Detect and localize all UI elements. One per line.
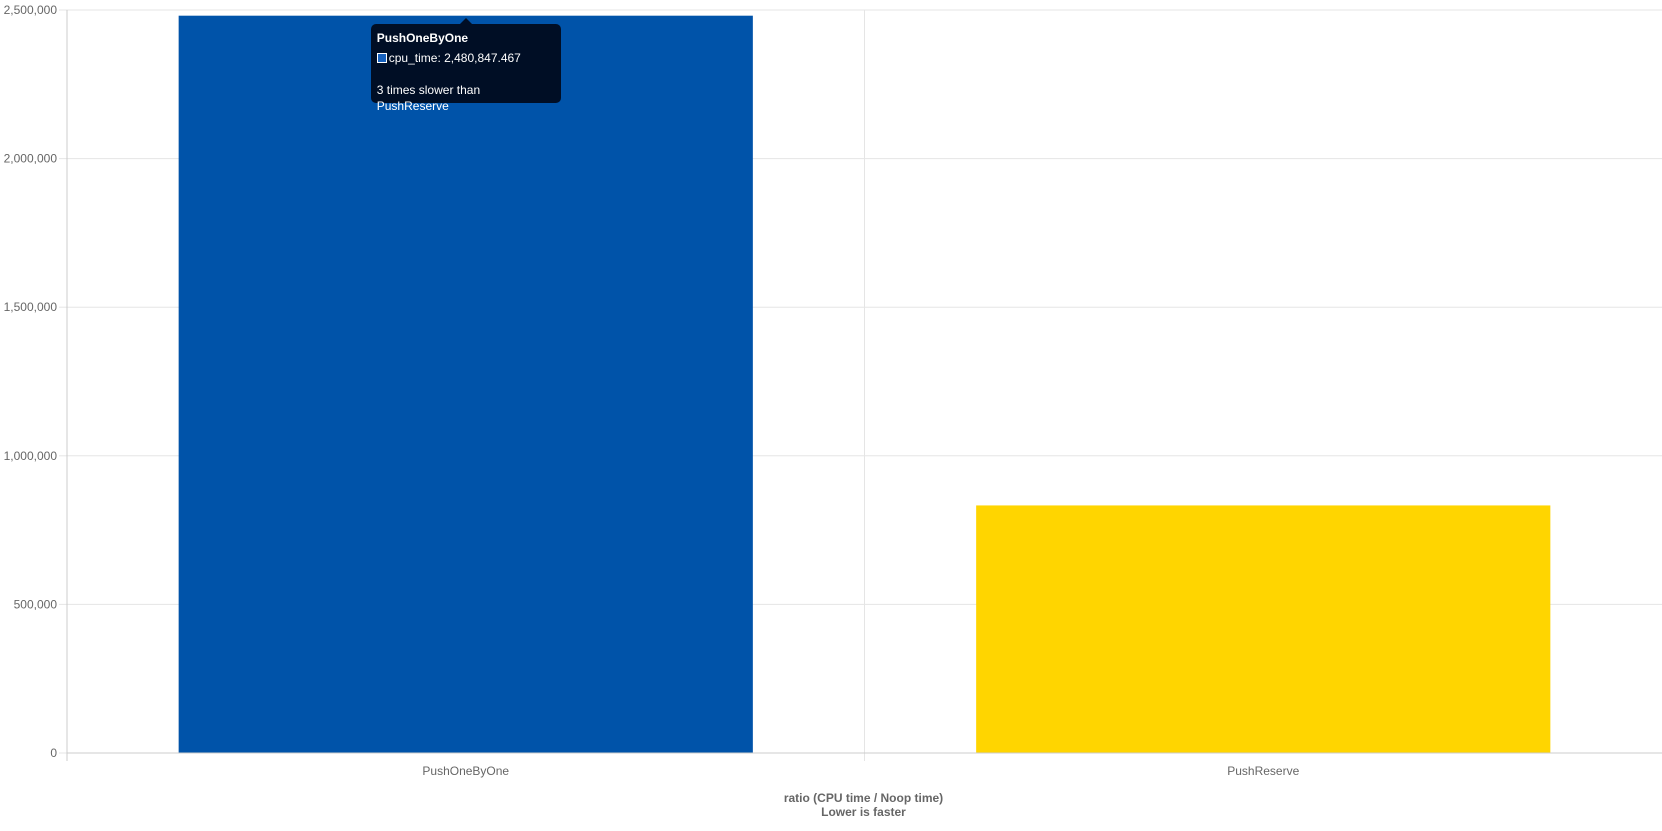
- x-tick-label: PushReserve: [1227, 764, 1299, 778]
- x-tick-label: PushOneByOne: [422, 764, 509, 778]
- y-tick-label: 500,000: [14, 597, 58, 611]
- tooltip-row: cpu_time: 2,480,847.467: [376, 50, 555, 66]
- bar-layer: [178, 15, 1551, 753]
- x-axis-title: ratio (CPU time / Noop time): [784, 791, 943, 805]
- tooltip-caret: [459, 17, 472, 24]
- tooltip-label: cpu_time: 2,480,847.467: [388, 50, 521, 65]
- tooltip-title: PushOneByOne: [376, 30, 469, 45]
- tooltip: PushOneByOne cpu_time: 2,480,847.467 3 t…: [370, 23, 561, 113]
- x-axis-subtitle: Lower is faster: [821, 805, 906, 819]
- axis-layer: 0 500,000 1,000,000 1,500,000 2,000,000 2,500…: [4, 3, 1662, 778]
- y-tick-label: 0: [50, 746, 57, 760]
- bar-pushonebyone[interactable]: [178, 15, 753, 753]
- tooltip-color-swatch: [376, 52, 387, 63]
- y-tick-label: 2,000,000: [4, 152, 58, 166]
- y-tick-label: 2,500,000: [4, 3, 58, 17]
- bar-pushreserve[interactable]: [976, 505, 1551, 753]
- y-tick-label: 1,000,000: [4, 449, 58, 463]
- y-tick-label: 1,500,000: [4, 300, 58, 314]
- tooltip-footer: 3 times slower than PushReserve: [376, 82, 481, 113]
